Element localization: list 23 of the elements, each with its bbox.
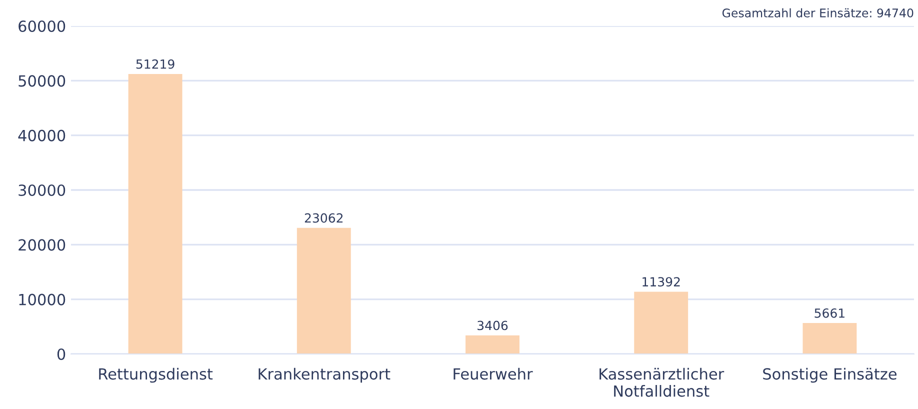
data-label: 5661 <box>814 308 844 318</box>
y-tick-label: 60000 <box>18 20 66 32</box>
x-tick-label: Feuerwehr <box>454 368 533 380</box>
data-label: 3406 <box>478 320 508 330</box>
y-tick-label: 10000 <box>19 294 66 306</box>
data-label: 51219 <box>136 59 174 69</box>
x-tick-label: Rettungsdienst <box>99 368 213 383</box>
bar <box>296 228 351 354</box>
data-label: 23062 <box>304 213 343 223</box>
bar <box>128 74 182 354</box>
bar <box>466 335 520 354</box>
x-tick-label: Sonstige Einsätze <box>763 368 896 383</box>
y-tick-label: 50000 <box>18 75 66 87</box>
y-tick-label: 30000 <box>18 184 66 196</box>
text: Gesamtzahl der Einsätze: 94740 <box>722 8 914 18</box>
bar <box>802 323 857 354</box>
x-tick-label: Kassenärztlicher Notfalldienst <box>600 368 724 397</box>
y-tick-label: 20000 <box>18 239 66 251</box>
y-tick-label: 0 <box>57 348 66 360</box>
x-tick-label: Krankentransport <box>258 368 390 383</box>
data-label: 11392 <box>642 277 680 287</box>
bar <box>634 292 688 354</box>
y-tick-label: 40000 <box>18 130 66 142</box>
